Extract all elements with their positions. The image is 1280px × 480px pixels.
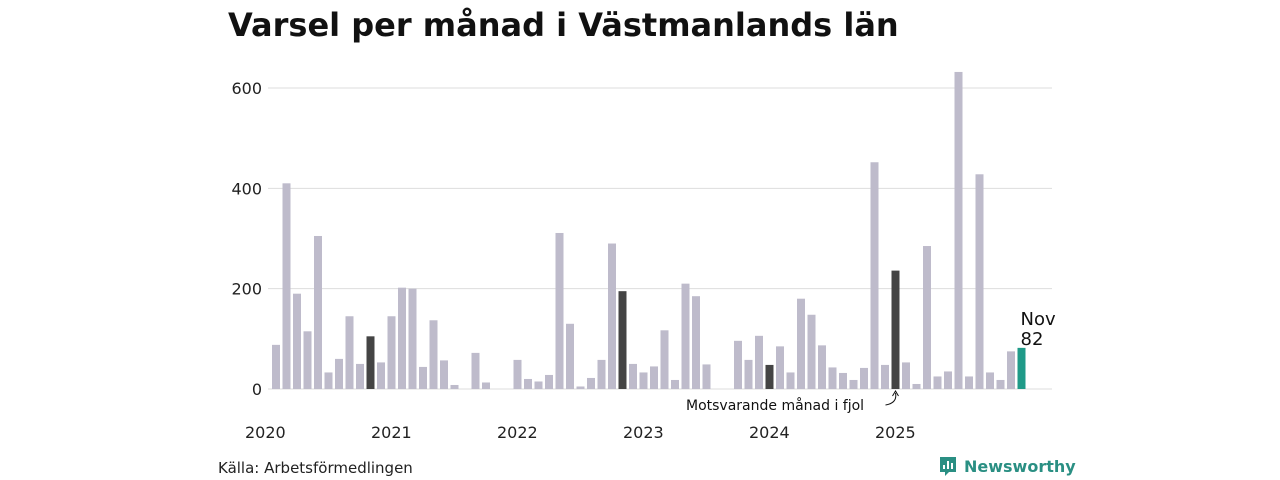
bar [755, 335, 763, 389]
bar [303, 331, 312, 389]
brand-name: Newsworthy [964, 456, 1076, 476]
bar [629, 363, 637, 389]
brand-logo: Newsworthy [938, 455, 1076, 477]
bar [1017, 347, 1026, 389]
source-note: Källa: Arbetsförmedlingen [218, 459, 413, 477]
y-tick-label: 400 [231, 179, 262, 198]
bar [881, 364, 889, 389]
current-value-label: 82 [1021, 329, 1044, 350]
bar [860, 367, 868, 389]
newsworthy-logo-icon [940, 457, 956, 476]
bar [912, 383, 921, 389]
bar [818, 345, 826, 389]
bar [377, 362, 385, 389]
bar [986, 372, 994, 389]
bar [671, 379, 679, 389]
bar [786, 372, 795, 389]
bar [923, 246, 931, 389]
bar [356, 363, 364, 389]
x-tick-label-year: 2021 [371, 423, 412, 442]
bar [902, 362, 910, 389]
bar [534, 381, 543, 389]
bar [870, 162, 879, 389]
bar [408, 288, 417, 389]
bar [692, 296, 700, 389]
y-axis: 0 200 400 600 [231, 79, 262, 399]
bar [324, 372, 333, 389]
bar [681, 283, 690, 389]
annotation-arrowhead [892, 390, 899, 397]
grid-lines [268, 87, 1052, 390]
bar [650, 366, 658, 389]
bar [744, 359, 753, 389]
x-tick-label-year: 2022 [497, 423, 538, 442]
y-tick-label: 200 [231, 280, 262, 299]
bar [608, 243, 616, 389]
bar [429, 320, 438, 389]
bar [975, 174, 984, 389]
bar [954, 71, 963, 390]
bar [293, 293, 301, 389]
bar [576, 386, 585, 389]
bar [797, 298, 805, 389]
bar [891, 270, 900, 389]
bar [944, 371, 952, 389]
bar [734, 340, 742, 389]
bar [345, 316, 354, 389]
bar [587, 377, 595, 389]
x-axis: 2020 2021 2022 2023 2024 2025 [245, 423, 916, 442]
bar [566, 323, 574, 389]
current-month-label: Nov [1021, 309, 1056, 330]
x-tick-label-year: 2025 [875, 423, 916, 442]
bar [419, 366, 427, 389]
x-tick-label-year: 2020 [245, 423, 286, 442]
bar [513, 359, 522, 389]
bar [965, 376, 973, 389]
bar [482, 382, 490, 389]
bar [618, 291, 627, 389]
annotation-text: Motsvarande månad i fjol [686, 397, 864, 414]
bar [366, 336, 375, 389]
bar [440, 360, 448, 389]
bar [314, 235, 322, 389]
bar [839, 372, 847, 389]
bar [776, 346, 784, 389]
bar [996, 379, 1005, 389]
bar [597, 359, 606, 389]
bar [555, 232, 564, 389]
bar [849, 379, 858, 389]
y-tick-label: 0 [252, 380, 262, 399]
bar [660, 330, 669, 389]
bar [1007, 351, 1015, 389]
bar [828, 367, 837, 389]
bar [398, 287, 406, 389]
bar [933, 376, 942, 389]
bars [272, 71, 1026, 390]
bar [524, 378, 532, 389]
x-tick-label-year: 2024 [749, 423, 790, 442]
x-tick-label-year: 2023 [623, 423, 664, 442]
bar [471, 352, 480, 389]
bar [272, 344, 280, 389]
bar [387, 316, 396, 389]
bar [545, 374, 553, 389]
bar [450, 384, 459, 389]
bar [639, 372, 648, 389]
bar [807, 314, 816, 389]
bar [335, 358, 343, 389]
bar [282, 183, 291, 389]
y-tick-label: 600 [231, 79, 262, 98]
bar [765, 364, 774, 389]
chart-title: Varsel per månad i Västmanlands län [228, 6, 899, 44]
bar [702, 364, 711, 389]
annotation-arrow [885, 392, 897, 406]
